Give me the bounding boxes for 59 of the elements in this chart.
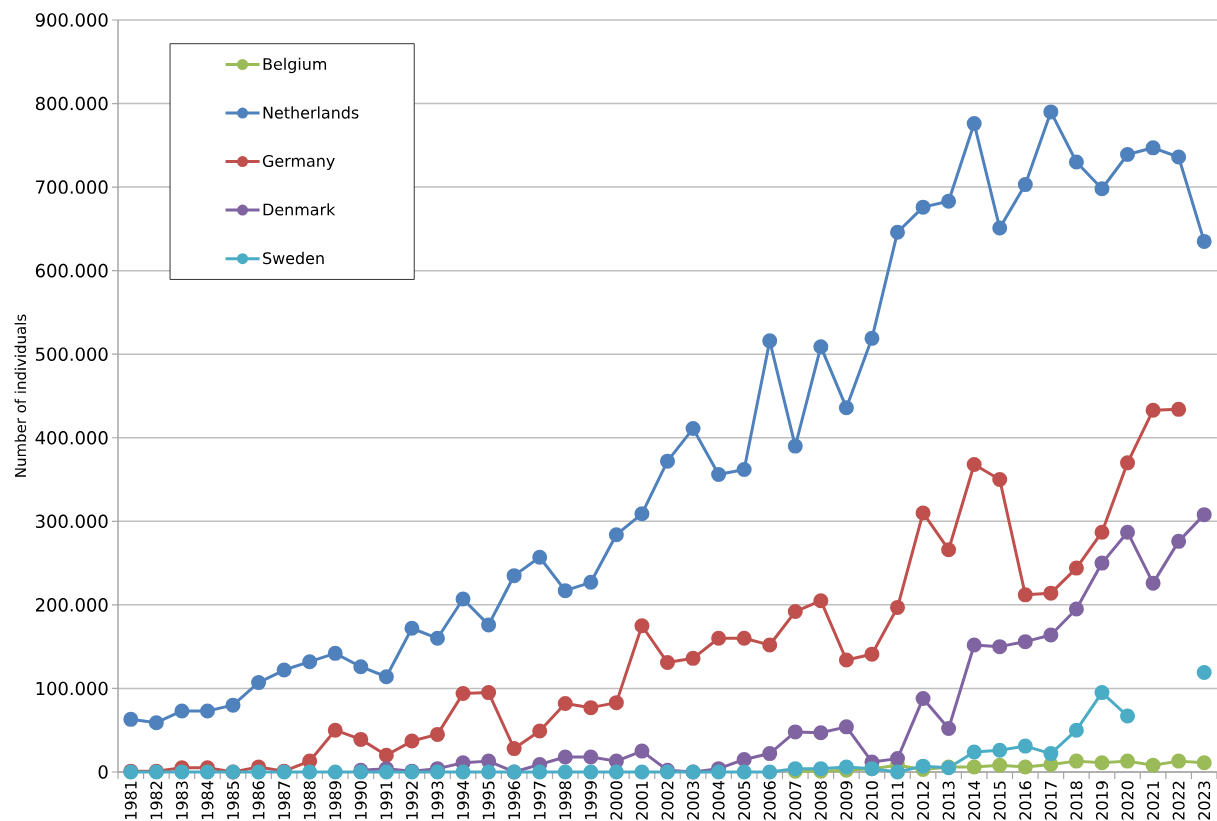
- legend-label: Sweden: [263, 251, 324, 265]
- legend-label: Denmark: [263, 203, 336, 216]
- x-tick-label: 1999: [584, 781, 597, 819]
- x-tick-label: 2023: [1198, 781, 1211, 820]
- x-tick-label: 2004: [712, 781, 725, 820]
- y-tick-label: 700.000: [36, 180, 108, 194]
- x-tick-label: 1983: [175, 781, 188, 819]
- x-tick-label: 1994: [457, 781, 470, 819]
- x-tick-label: 1996: [508, 781, 521, 819]
- x-tick-label: 2022: [1172, 781, 1185, 820]
- x-tick-label: 2003: [687, 781, 700, 820]
- x-tick-label: 1990: [354, 781, 367, 819]
- x-tick-label: 2015: [993, 781, 1006, 820]
- x-tick-label: 2008: [814, 781, 827, 820]
- x-tick-label: 2010: [865, 781, 878, 820]
- x-tick-label: 2011: [891, 781, 904, 820]
- legend-label: Belgium: [263, 57, 327, 74]
- x-tick-label: 1981: [124, 781, 137, 819]
- x-tick-label: 2000: [610, 781, 623, 820]
- x-tick-label: 2020: [1121, 781, 1134, 820]
- legend-label: Germany: [262, 154, 335, 171]
- x-tick-label: 1987: [278, 781, 291, 819]
- x-tick-label: 2021: [1147, 781, 1160, 820]
- x-tick-label: 1991: [380, 781, 393, 819]
- x-tick-label: 1986: [252, 781, 265, 819]
- y-tick-label: 100.000: [36, 681, 108, 696]
- x-tick-label: 1995: [482, 781, 495, 819]
- x-tick-label: 2002: [661, 781, 674, 820]
- x-tick-label: 2009: [840, 781, 853, 820]
- x-tick-label: 2013: [942, 781, 955, 820]
- y-tick-label: 900.000: [35, 13, 108, 27]
- y-tick-label: 0: [98, 765, 108, 779]
- y-axis-title: Number of individuals: [14, 314, 27, 477]
- y-tick-label: 200.000: [35, 598, 108, 612]
- x-tick-label: 2019: [1095, 781, 1108, 820]
- x-tick-label: 1988: [303, 781, 316, 819]
- x-tick-label: 1993: [431, 781, 444, 819]
- x-tick-label: 2005: [738, 781, 751, 820]
- x-tick-label: 1985: [226, 781, 240, 819]
- x-tick-label: 1989: [329, 781, 342, 819]
- y-tick-label: 300.000: [36, 514, 108, 529]
- x-tick-label: 1997: [533, 781, 546, 819]
- y-tick-label: 600.000: [35, 263, 108, 278]
- x-tick-label: 2007: [789, 781, 802, 820]
- x-tick-label: 1998: [559, 781, 572, 819]
- x-tick-label: 1992: [405, 781, 418, 819]
- y-tick-label: 400.000: [35, 430, 108, 445]
- x-tick-label: 2012: [917, 781, 930, 820]
- y-tick-label: 800.000: [35, 96, 108, 111]
- x-tick-label: 2001: [635, 781, 648, 820]
- x-tick-label: 1984: [201, 781, 214, 819]
- x-tick-label: 2017: [1044, 781, 1057, 820]
- y-tick-label: 500.000: [36, 347, 108, 361]
- x-tick-label: 2016: [1019, 781, 1032, 820]
- x-tick-label: 2006: [763, 781, 776, 820]
- x-tick-label: 2018: [1070, 781, 1083, 820]
- x-tick-label: 2014: [968, 781, 981, 820]
- x-tick-label: 1982: [150, 781, 163, 819]
- legend-label: Netherlands: [263, 106, 359, 119]
